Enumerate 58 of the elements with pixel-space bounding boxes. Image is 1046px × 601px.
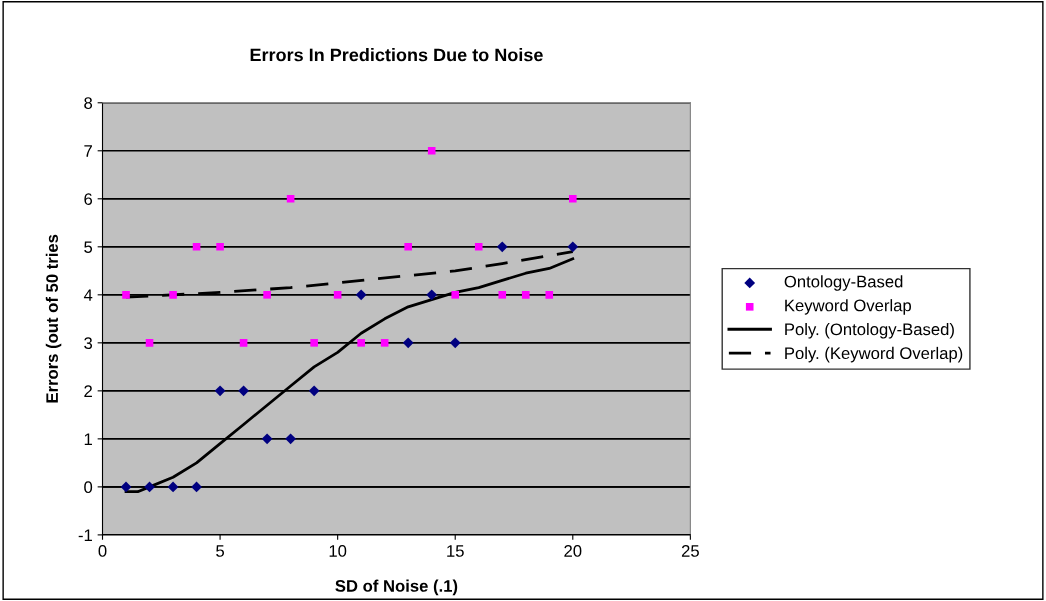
y-tick-label: 2 <box>84 385 92 397</box>
y-tick-label: 5 <box>84 241 93 254</box>
x-tick-label: 20 <box>564 545 582 557</box>
point <box>380 339 389 347</box>
legend-label: Ontology-Based <box>784 275 903 291</box>
point <box>521 291 530 299</box>
point <box>191 481 202 493</box>
point <box>402 337 414 349</box>
point <box>426 289 438 301</box>
point <box>263 291 271 299</box>
y-tick-label: 3 <box>84 337 93 350</box>
y-tick-label: 7 <box>84 145 92 157</box>
y-tick-label: 1 <box>84 433 92 445</box>
point <box>451 291 460 299</box>
point <box>216 243 224 251</box>
point <box>427 146 436 155</box>
x-axis-title: SD of Noise (.1) <box>335 579 458 596</box>
point <box>169 291 177 299</box>
point <box>474 243 483 251</box>
point <box>308 385 320 397</box>
point <box>404 243 412 251</box>
point <box>120 481 132 493</box>
point <box>568 194 577 203</box>
point <box>545 291 554 299</box>
point <box>567 241 579 253</box>
point <box>214 385 226 397</box>
point <box>357 339 365 347</box>
chart-title: Errors In Predictions Due to Noise <box>250 48 543 62</box>
point <box>286 194 295 203</box>
y-tick-label: 0 <box>84 481 93 494</box>
point <box>122 291 130 299</box>
point <box>285 433 296 445</box>
point <box>496 241 508 253</box>
point <box>192 243 201 251</box>
y-tick-label: -1 <box>78 529 92 541</box>
point <box>239 339 248 347</box>
x-tick-label: 5 <box>216 545 225 557</box>
x-tick-label: 10 <box>329 545 347 557</box>
legend-label: Poly. (Ontology-Based) <box>785 323 954 339</box>
point <box>310 339 318 347</box>
point <box>261 433 273 445</box>
legend-label: Keyword Overlap <box>785 299 912 315</box>
point <box>498 291 507 299</box>
y-axis-title: Errors (out of 50 tries <box>45 234 62 403</box>
point <box>238 385 249 397</box>
point <box>333 291 342 299</box>
point <box>355 289 367 301</box>
point <box>145 339 154 347</box>
x-tick-label: 15 <box>447 545 464 557</box>
point <box>167 481 179 493</box>
point <box>144 481 155 493</box>
y-tick-label: 4 <box>83 289 93 301</box>
x-tick-label: 25 <box>681 545 699 557</box>
point <box>449 337 461 349</box>
legend-label: Poly. (Keyword Overlap) <box>785 346 963 363</box>
y-tick-label: 8 <box>84 97 93 109</box>
y-tick-label: 6 <box>84 193 93 205</box>
x-tick-label: 0 <box>98 545 107 557</box>
